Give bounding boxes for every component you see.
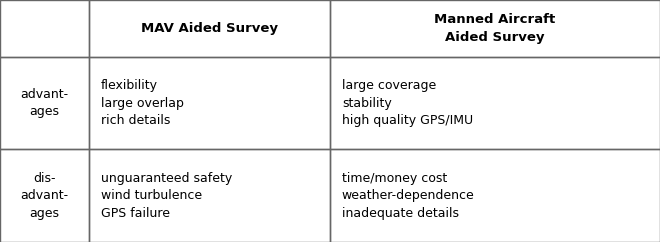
- Text: advant-
ages: advant- ages: [20, 88, 69, 118]
- Bar: [89, 0, 330, 57]
- Bar: [89, 57, 330, 149]
- Text: large coverage
stability
high quality GPS/IMU: large coverage stability high quality GP…: [342, 79, 473, 127]
- Bar: [330, 57, 660, 149]
- Bar: [89, 149, 330, 242]
- Bar: [0, 149, 89, 242]
- Bar: [0, 0, 89, 57]
- Text: dis-
advant-
ages: dis- advant- ages: [20, 172, 69, 220]
- Text: Manned Aircraft
Aided Survey: Manned Aircraft Aided Survey: [434, 13, 556, 44]
- Text: MAV Aided Survey: MAV Aided Survey: [141, 22, 278, 35]
- Bar: [330, 149, 660, 242]
- Bar: [0, 57, 89, 149]
- Text: flexibility
large overlap
rich details: flexibility large overlap rich details: [101, 79, 184, 127]
- Text: unguaranteed safety
wind turbulence
GPS failure: unguaranteed safety wind turbulence GPS …: [101, 172, 232, 220]
- Bar: [330, 0, 660, 57]
- Text: time/money cost
weather-dependence
inadequate details: time/money cost weather-dependence inade…: [342, 172, 475, 220]
